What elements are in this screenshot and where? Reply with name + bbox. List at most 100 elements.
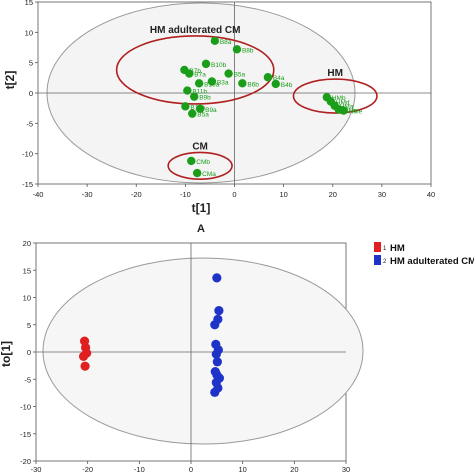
point-label: B11b	[192, 89, 207, 96]
data-point	[339, 106, 348, 115]
group-label: CM	[192, 141, 208, 152]
data-point	[195, 104, 205, 113]
point-label: CMa	[202, 171, 216, 178]
y-tick-label: -15	[20, 430, 31, 439]
point-label: B8a	[220, 39, 232, 46]
y-tick-label: -15	[22, 180, 33, 189]
x-tick-label: -30	[82, 190, 93, 199]
x-tick-label: 30	[378, 190, 386, 199]
x-tick-label: 20	[290, 465, 298, 474]
data-point	[212, 273, 222, 283]
data-point	[187, 156, 196, 166]
point-label: B5a	[234, 72, 246, 79]
legend-label: HM	[390, 243, 405, 254]
group-outline	[292, 78, 378, 114]
x-tick-label: 10	[238, 465, 246, 474]
data-point	[238, 79, 247, 88]
data-point	[181, 102, 190, 111]
point-label: B6b	[247, 81, 259, 88]
panel-b-legend: 1 HM2 HM adulterated CM	[374, 242, 474, 267]
point-label: CMb	[196, 159, 210, 166]
y-tick-label: 10	[25, 28, 33, 37]
point-label: HMc	[344, 107, 358, 114]
data-point	[192, 168, 202, 178]
data-point	[211, 349, 221, 359]
data-point	[78, 351, 89, 361]
y-tick-label: 0	[29, 89, 33, 98]
group-outline	[115, 35, 275, 105]
panel-b-y-axis-label: to[1]	[0, 341, 13, 367]
point-label: B9b	[199, 95, 211, 102]
point-label: B3a	[217, 79, 229, 86]
panel-a-y-axis-label: t[2]	[3, 71, 17, 90]
x-tick-label: -40	[33, 190, 44, 199]
panel-a-x-axis-label: t[1]	[192, 201, 211, 215]
group-label: HM adulterated CM	[150, 25, 241, 36]
data-point	[207, 77, 217, 86]
y-tick-label: -5	[26, 119, 33, 128]
x-tick-label: -10	[180, 190, 191, 199]
data-point	[210, 387, 220, 397]
y-tick-label: 15	[25, 0, 33, 7]
x-tick-label: 0	[232, 190, 236, 199]
legend-number: 1	[383, 246, 387, 252]
legend-swatch	[374, 242, 381, 252]
y-tick-label: 5	[29, 59, 33, 68]
data-point	[190, 92, 199, 101]
point-label: B10b	[211, 62, 227, 69]
point-label: B7a	[194, 72, 206, 79]
legend-swatch	[374, 255, 381, 265]
legend-label: HM adulterated CM	[390, 256, 474, 267]
x-tick-label: -20	[82, 465, 93, 474]
x-tick-label: -20	[131, 190, 142, 199]
x-tick-label: 20	[329, 190, 337, 199]
y-tick-label: -10	[22, 150, 33, 159]
data-point	[188, 109, 197, 118]
data-point	[183, 86, 192, 95]
point-label: HMa	[340, 104, 354, 111]
x-tick-label: 40	[427, 190, 435, 199]
point-label: B4a	[273, 75, 285, 82]
data-point	[224, 69, 233, 78]
y-tick-label: 10	[23, 294, 31, 303]
y-tick-label: -5	[24, 375, 31, 384]
y-tick-label: 20	[23, 239, 31, 248]
group-label: HM	[327, 68, 343, 79]
y-tick-label: -20	[20, 457, 31, 466]
panel-b-confidence-ellipse	[42, 257, 364, 445]
data-point	[214, 305, 224, 316]
x-tick-label: -10	[134, 465, 145, 474]
data-point	[201, 59, 211, 69]
y-tick-label: -10	[20, 403, 31, 412]
data-point	[185, 69, 194, 78]
y-tick-label: 15	[23, 266, 31, 275]
panel-a-label: A	[197, 223, 205, 235]
data-point	[210, 320, 220, 330]
point-label: B5a	[197, 112, 209, 119]
data-point	[80, 361, 90, 371]
data-point	[271, 79, 280, 89]
x-tick-label: 10	[279, 190, 287, 199]
legend-number: 2	[383, 259, 387, 265]
point-label: HMb	[332, 95, 346, 102]
data-point	[212, 357, 222, 367]
y-tick-label: 0	[27, 348, 31, 357]
point-label: HMd	[336, 99, 350, 106]
point-label: B7b	[189, 68, 201, 75]
x-tick-label: 30	[342, 465, 350, 474]
x-tick-label: 0	[189, 465, 193, 474]
group-outline	[167, 151, 233, 180]
point-label: B9a	[205, 107, 217, 114]
point-label: B8b	[242, 47, 254, 54]
data-point	[210, 36, 220, 46]
y-tick-label: 5	[27, 321, 31, 330]
data-point	[194, 79, 204, 88]
x-tick-label: -30	[31, 465, 42, 474]
point-label: B4b	[281, 82, 293, 89]
data-point	[232, 45, 242, 54]
point-label: HMe	[349, 109, 363, 116]
data-point	[263, 73, 273, 82]
